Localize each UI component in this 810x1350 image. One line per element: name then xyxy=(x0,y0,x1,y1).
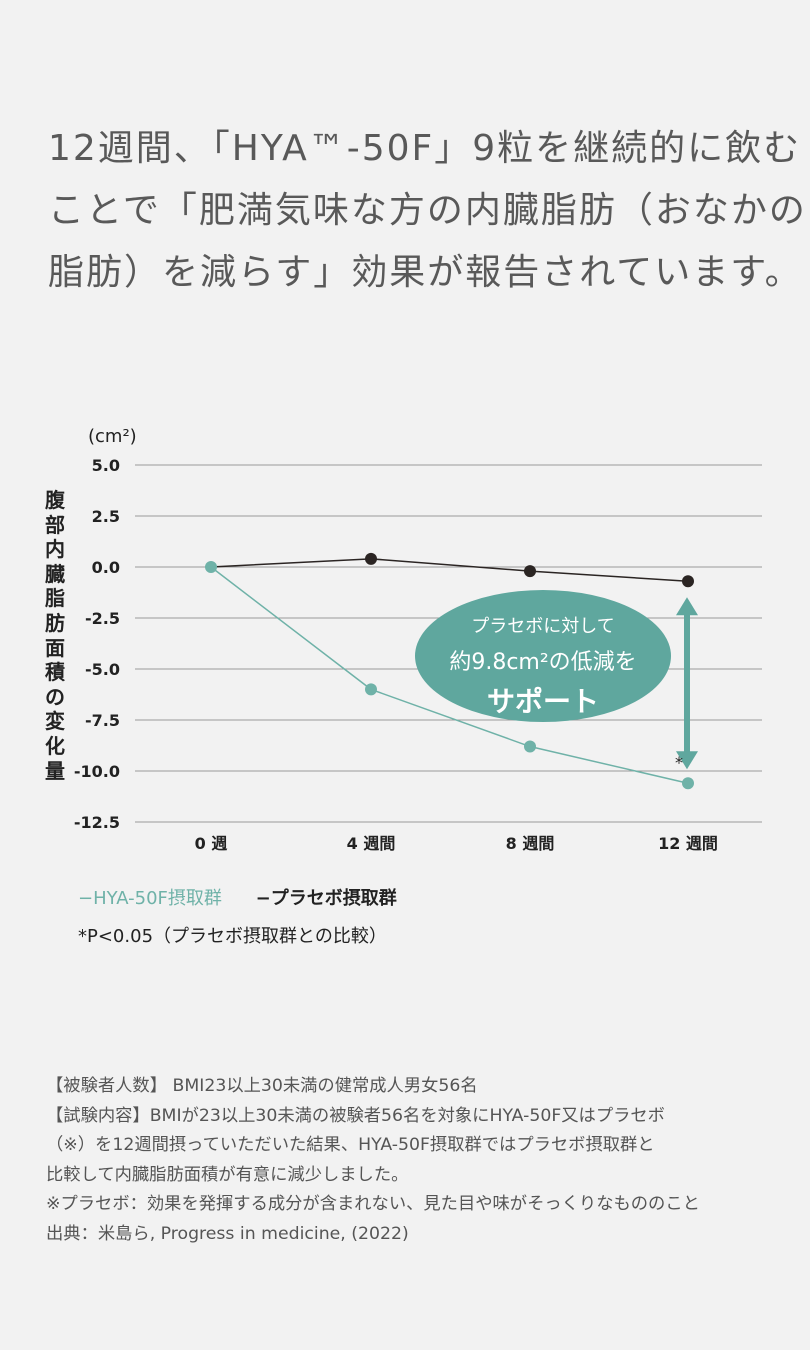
y-tick-label: -10.0 xyxy=(74,762,120,781)
study-notes: 【被験者人数】 BMI23以上30未満の健常成人男女56名 【試験内容】BMIが… xyxy=(46,1072,776,1249)
y-tick-label: 2.5 xyxy=(92,507,120,526)
data-point-placebo xyxy=(365,552,377,565)
y-axis-label-char: 内 xyxy=(45,537,65,562)
y-axis-label-char: 臓 xyxy=(45,561,65,586)
legend-hya: −HYA-50F摂取群 xyxy=(78,888,222,909)
y-axis-label: 腹部内臓脂肪面積の変化量 xyxy=(40,488,70,783)
y-axis-label-char: 積 xyxy=(45,660,65,685)
series-line-placebo xyxy=(210,558,689,583)
note-line: 【試験内容】BMIが23以上30未満の被験者56名を対象にHYA-50F又はプラ… xyxy=(46,1105,665,1126)
note-line: 出典：米島ら, Progress in medicine, (2022) xyxy=(46,1223,409,1244)
chart-legend: −HYA-50F摂取群 −プラセボ摂取群 xyxy=(78,884,397,910)
y-axis-label-char: 腹 xyxy=(45,488,65,512)
difference-arrow-head-down xyxy=(676,751,698,770)
y-tick-label: -2.5 xyxy=(85,609,120,628)
intro-text: 12週間、「HYA™-50F」9粒を継続的に飲む ことで「肥満気味な方の内臓脂肪… xyxy=(48,118,807,304)
y-axis-label-char: 変 xyxy=(45,709,65,734)
note-line: 比較して内臓脂肪面積が有意に減少しました。 xyxy=(46,1164,409,1185)
y-axis-label-char: 部 xyxy=(45,512,65,537)
callout-line-2: 約9.8cm²の低減を xyxy=(449,650,637,675)
y-axis-label-char: 面 xyxy=(45,635,65,660)
data-point-placebo xyxy=(524,565,536,578)
intro-line: ことで「肥満気味な方の内臓脂肪（おなかの xyxy=(48,190,807,231)
y-axis-label-char: の xyxy=(45,684,65,709)
series-line-hya xyxy=(210,566,689,784)
data-point-hya xyxy=(205,561,217,573)
callout-line-1: プラセボに対して xyxy=(471,616,615,637)
intro-line: 脂肪）を減らす」効果が報告されています。 xyxy=(48,252,803,293)
y-axis-label-char: 量 xyxy=(45,758,65,783)
y-tick-label: -7.5 xyxy=(85,711,120,730)
significance-asterisk: * xyxy=(675,753,683,772)
note-line: 【被験者人数】 BMI23以上30未満の健常成人男女56名 xyxy=(46,1076,478,1096)
x-tick-label: 4 週間 xyxy=(347,834,396,853)
data-point-hya xyxy=(524,740,536,753)
y-tick-label: 0.0 xyxy=(92,558,120,577)
x-tick-label: 0 週 xyxy=(195,834,228,853)
legend-placebo: −プラセボ摂取群 xyxy=(255,888,397,909)
y-axis-label-char: 脂 xyxy=(45,586,65,611)
intro-line: 12週間、「HYA™-50F」9粒を継続的に飲む xyxy=(48,128,802,169)
reduction-callout: プラセボに対して 約9.8cm²の低減を サポート xyxy=(415,590,671,722)
data-point-hya xyxy=(682,777,694,790)
note-line: （※）を12週間摂っていただいた結果、HYA-50F摂取群ではプラセボ摂取群と xyxy=(46,1135,655,1155)
y-tick-label: 5.0 xyxy=(92,456,120,475)
note-line: ※プラセボ：効果を発揮する成分が含まれない、見た目や味がそっくりなもののこと xyxy=(46,1194,700,1214)
callout-line-3: サポート xyxy=(486,685,599,718)
data-point-hya xyxy=(365,683,377,696)
y-tick-label: -12.5 xyxy=(74,813,120,832)
data-point-placebo xyxy=(682,575,694,588)
y-tick-label: -5.0 xyxy=(85,660,120,679)
y-axis-label-char: 化 xyxy=(45,733,65,758)
significance-note: *P<0.05（プラセボ摂取群との比較） xyxy=(78,926,387,947)
difference-arrow-head-up xyxy=(676,597,698,616)
y-axis-label-char: 肪 xyxy=(45,610,65,635)
x-tick-label: 12 週間 xyxy=(658,834,718,853)
chart-unit: (cm²) xyxy=(88,426,137,447)
x-tick-label: 8 週間 xyxy=(506,834,555,853)
